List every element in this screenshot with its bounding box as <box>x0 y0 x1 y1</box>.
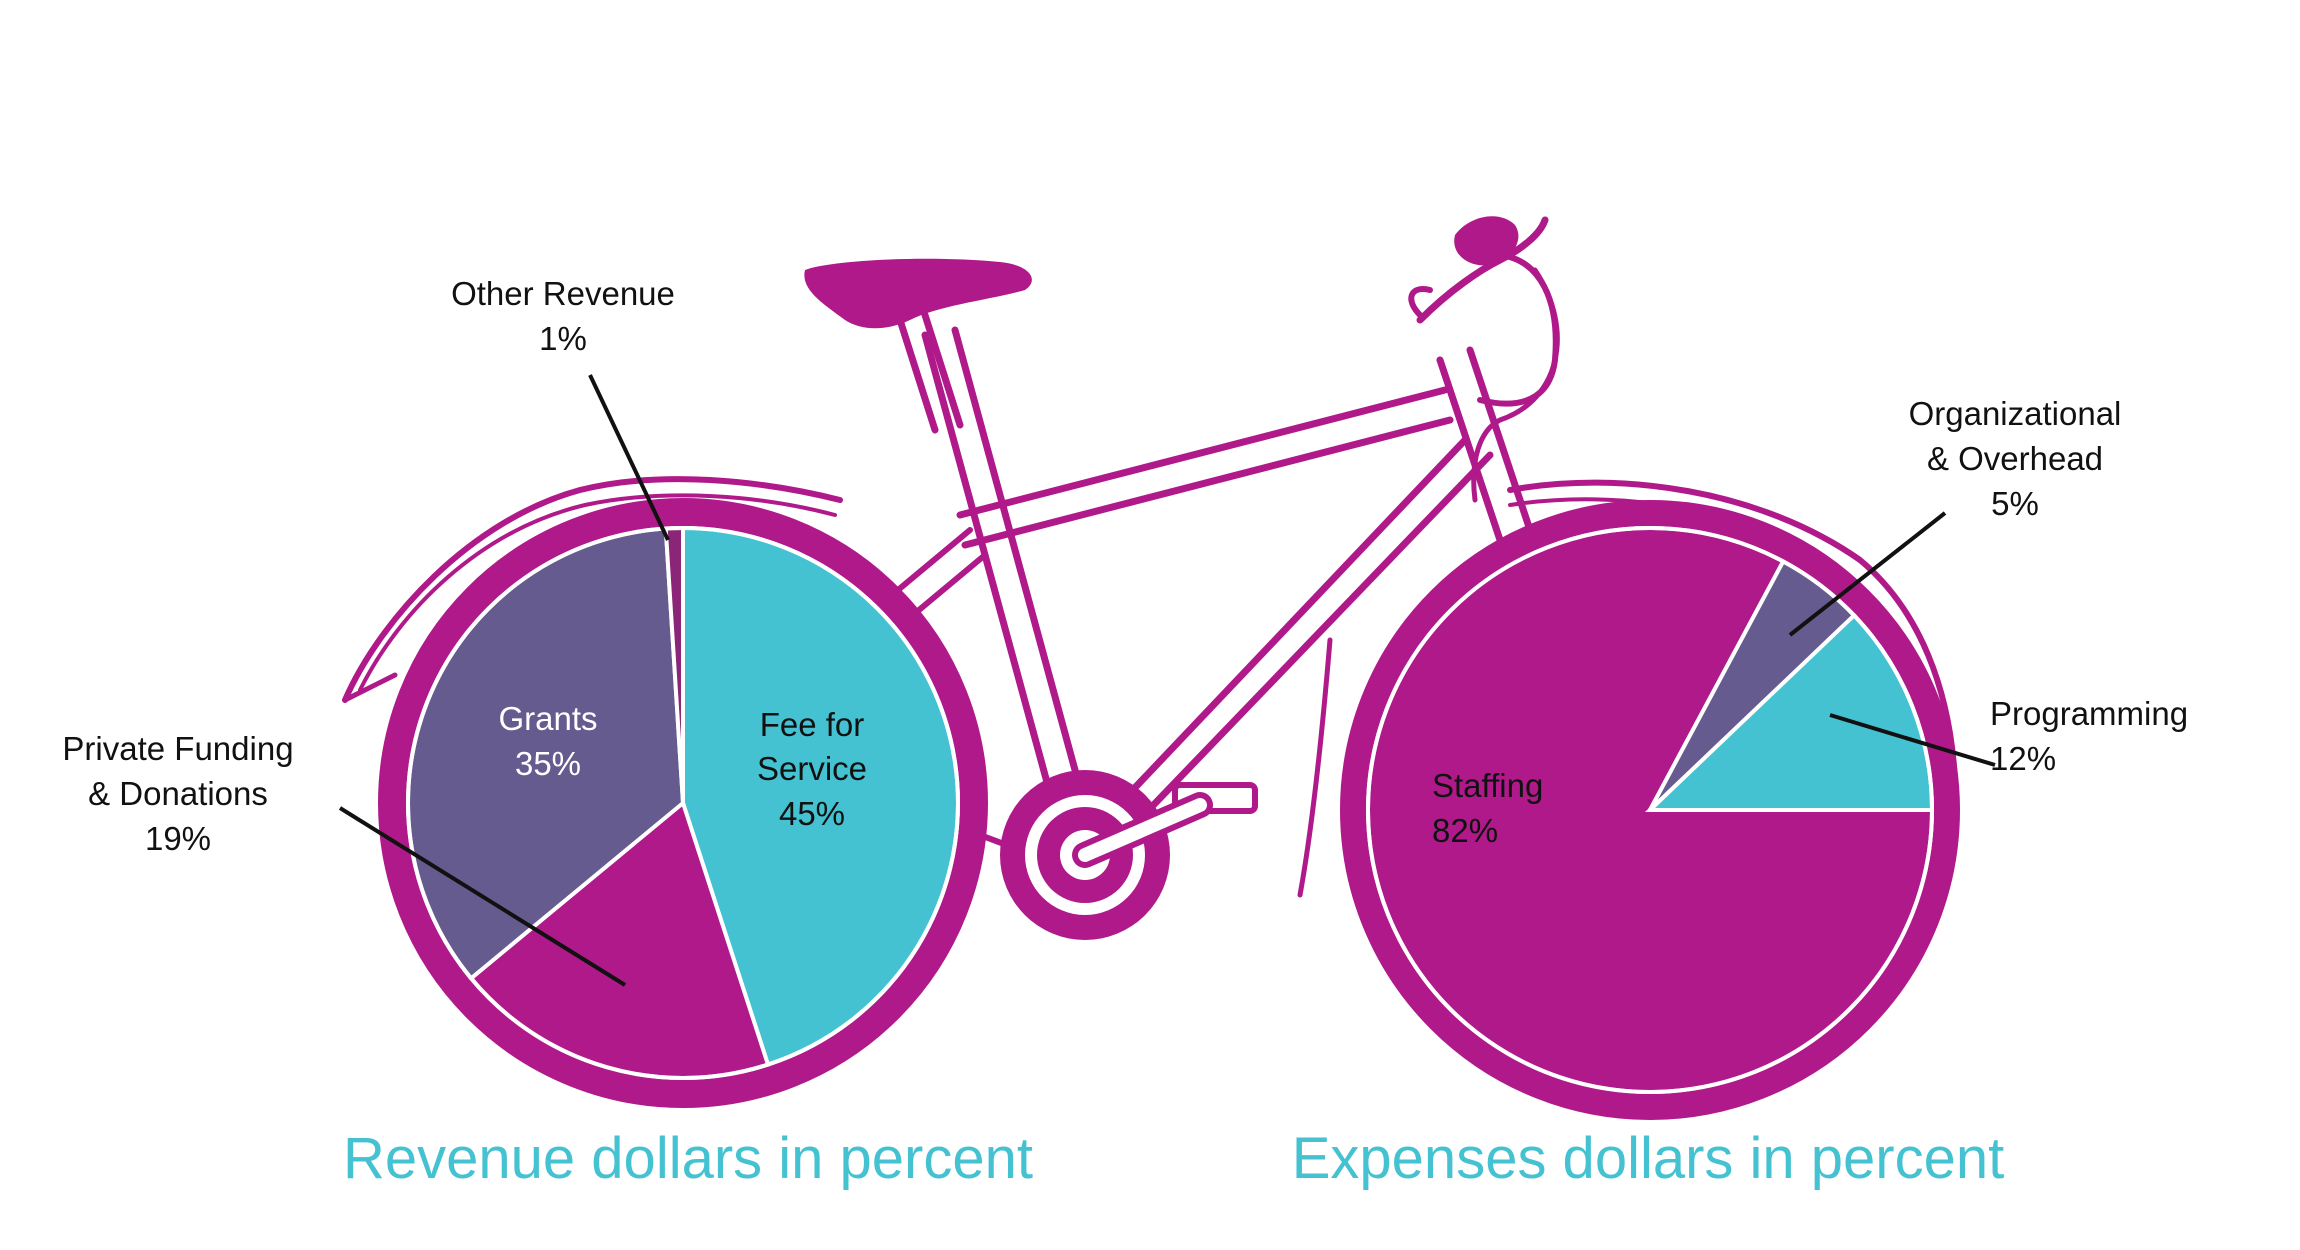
expenses-labels: Staffing 82% Organizational & Overhead 5… <box>1432 395 2188 849</box>
label-other-revenue-value: 1% <box>539 320 587 357</box>
fork-stay <box>1297 637 1333 898</box>
front-tire <box>1340 500 1960 1120</box>
label-grants-value: 35% <box>515 745 581 782</box>
pie-rim <box>1366 526 1934 1094</box>
leader-private-funding <box>338 806 627 987</box>
label-programming-value: 12% <box>1990 740 2056 777</box>
label-other-revenue-name: Other Revenue <box>451 275 675 312</box>
top-tube <box>956 386 1449 519</box>
handlebar-lever <box>1408 286 1433 318</box>
brake-cable <box>1471 267 1560 503</box>
leader-programming <box>1829 713 1996 767</box>
bike-chainring <box>1000 770 1213 940</box>
pie-rim <box>406 526 960 1080</box>
label-programming-name: Programming <box>1990 695 2188 732</box>
top-tube-2 <box>961 416 1454 549</box>
label-staffing-value: 82% <box>1432 812 1498 849</box>
head-tube <box>1436 356 1509 559</box>
seat-post <box>896 316 939 434</box>
rear-tire <box>378 498 988 1108</box>
label-staffing-name: Staffing <box>1432 767 1543 804</box>
label-private-funding-value: 19% <box>145 820 211 857</box>
down-tube <box>1086 436 1469 839</box>
label-private-funding-line2: & Donations <box>88 775 268 812</box>
bike-handlebar-grip <box>1454 216 1519 266</box>
seat-post-2 <box>921 311 964 429</box>
bike-pedal <box>1172 782 1258 814</box>
revenue-chart-title: Revenue dollars in percent <box>343 1126 1033 1191</box>
leader-lines <box>338 374 1996 987</box>
rear-fender <box>342 476 843 703</box>
leader-other-revenue <box>588 374 670 541</box>
seat-tube-2 <box>951 326 1094 829</box>
label-fee-for-service-line1: Fee for <box>760 706 865 743</box>
down-tube-2 <box>1111 451 1494 849</box>
expenses-chart-title: Expenses dollars in percent <box>1292 1126 2005 1191</box>
rear-fender-inner <box>358 493 837 692</box>
revenue-labels: Other Revenue 1% Grants 35% Fee for Serv… <box>62 275 867 857</box>
label-organizational-line2: & Overhead <box>1927 440 2103 477</box>
bike-saddle <box>804 258 1032 329</box>
label-grants-name: Grants <box>498 700 597 737</box>
label-organizational-value: 5% <box>1991 485 2039 522</box>
label-private-funding-line1: Private Funding <box>62 730 293 767</box>
label-fee-for-service-line2: Service <box>757 750 867 787</box>
expenses-pie-chart <box>1366 526 1935 1094</box>
leader-organizational <box>1788 511 1947 637</box>
label-organizational-line1: Organizational <box>1909 395 2122 432</box>
revenue-pie-chart <box>406 525 960 1080</box>
seat-tube <box>921 331 1064 834</box>
head-tube-2 <box>1466 346 1539 549</box>
rear-fender-tail <box>342 672 398 703</box>
front-fender <box>1507 479 1958 783</box>
label-fee-for-service-value: 45% <box>779 795 845 832</box>
